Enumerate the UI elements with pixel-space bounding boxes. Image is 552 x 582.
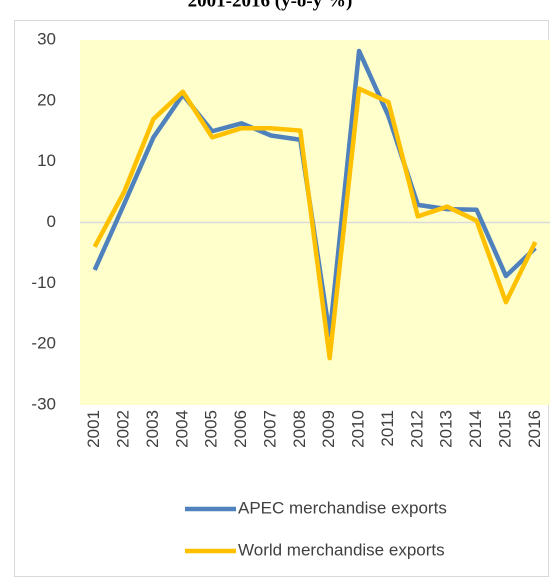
x-tick-label: 2001 [84,410,103,448]
x-tick-label: 2012 [407,410,426,448]
series-line [92,86,538,361]
legend-label: APEC merchandise exports [238,498,447,517]
x-tick-label: 2013 [437,410,456,448]
x-tick-label: 2011 [378,410,397,447]
x-tick-label: 2004 [172,410,191,448]
legend-label: World merchandise exports [238,540,445,559]
x-tick-label: 2002 [114,410,133,448]
x-tick-label: 2016 [525,410,544,448]
y-tick-label: 30 [37,29,56,48]
x-tick-label: 2006 [231,410,250,448]
x-tick-label: 2009 [319,410,338,448]
y-tick-label: -10 [31,273,56,292]
x-tick-label: 2008 [290,410,309,448]
x-tick-label: 2010 [349,410,368,448]
y-tick-label: -20 [31,334,56,353]
x-tick-label: 2007 [260,410,279,448]
y-tick-label: -30 [31,394,56,413]
x-tick-label: 2005 [202,410,221,448]
chart-title: 2001-2016 (y-o-y %) [188,0,353,11]
y-tick-label: 20 [37,90,56,109]
y-tick-label: 0 [47,212,56,231]
x-tick-label: 2014 [466,410,485,448]
x-tick-label: 2003 [143,410,162,448]
x-tick-label: 2015 [495,410,514,448]
y-tick-label: 10 [37,151,56,170]
